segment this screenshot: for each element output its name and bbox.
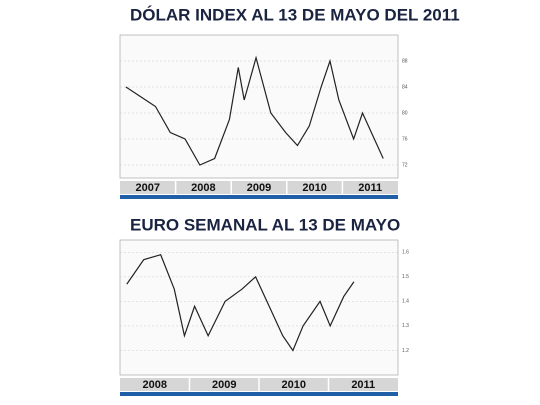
year-label: 2007 bbox=[136, 182, 160, 194]
chart-title: EURO SEMANAL AL 13 DE MAYO bbox=[130, 215, 400, 234]
y-tick-label: 72 bbox=[402, 162, 408, 168]
year-label: 2010 bbox=[282, 379, 306, 391]
plot-frame bbox=[119, 34, 399, 179]
chart-title: DÓLAR INDEX AL 13 DE MAYO DEL 2011 bbox=[130, 5, 460, 24]
plot-frame bbox=[119, 239, 399, 376]
year-label: 2010 bbox=[302, 182, 326, 194]
price-line bbox=[125, 55, 384, 166]
y-tick-label: 1.6 bbox=[402, 250, 409, 256]
y-tick-label: 1.3 bbox=[402, 323, 409, 329]
blue-stripe bbox=[120, 392, 398, 396]
y-tick-label: 1.5 bbox=[402, 274, 409, 280]
blue-stripe bbox=[120, 195, 398, 199]
price-line bbox=[126, 253, 355, 352]
year-label: 2008 bbox=[143, 379, 167, 391]
year-label: 2008 bbox=[191, 182, 215, 194]
year-label: 2009 bbox=[212, 379, 236, 391]
year-label: 2009 bbox=[247, 182, 271, 194]
y-tick-label: 1.2 bbox=[402, 348, 409, 354]
y-tick-label: 84 bbox=[402, 84, 408, 90]
year-label: 2011 bbox=[351, 379, 375, 391]
y-tick-label: 1.4 bbox=[402, 299, 409, 305]
year-label: 2011 bbox=[358, 182, 382, 194]
year-band bbox=[120, 181, 398, 194]
y-tick-label: 88 bbox=[402, 58, 408, 64]
y-tick-label: 80 bbox=[402, 110, 408, 116]
y-tick-label: 76 bbox=[402, 136, 408, 142]
